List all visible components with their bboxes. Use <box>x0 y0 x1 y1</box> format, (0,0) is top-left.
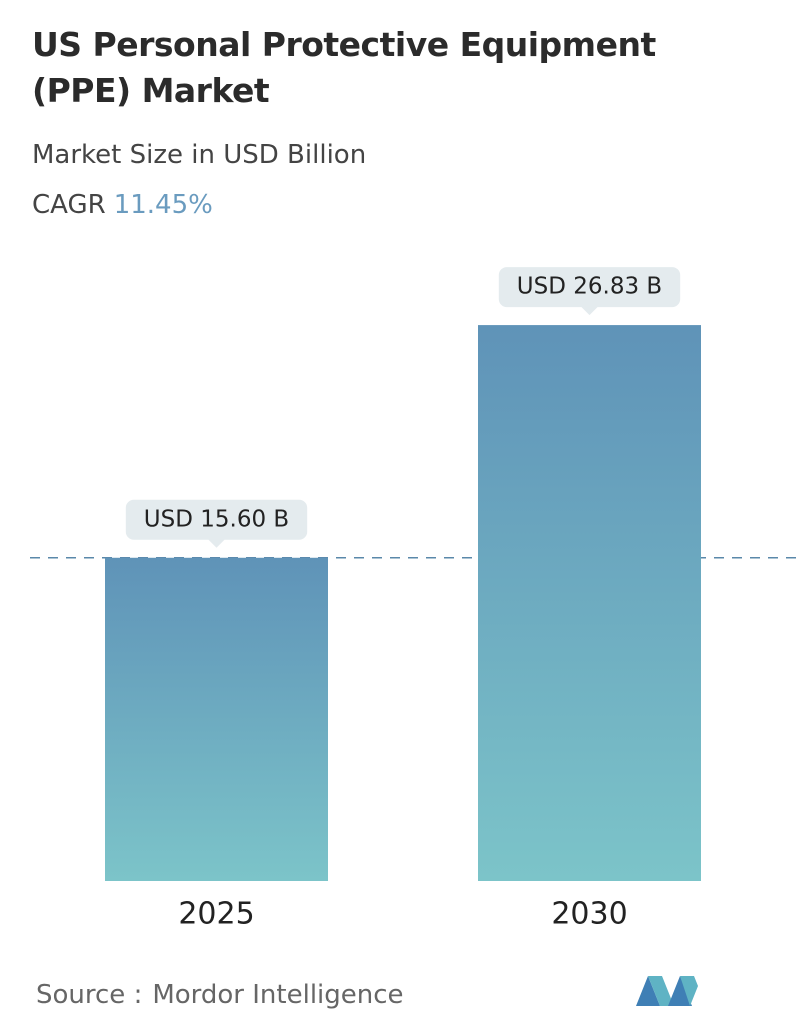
bar <box>478 325 701 881</box>
cagr: CAGR 11.45% <box>32 190 213 220</box>
value-label-bubble <box>498 267 681 316</box>
x-tick-label: 2025 <box>178 897 254 932</box>
cagr-value: 11.45% <box>113 190 213 220</box>
value-label-bubble <box>125 499 308 548</box>
value-label: USD 26.83 B <box>498 267 681 316</box>
source: Source : Mordor Intelligence <box>36 980 404 1010</box>
value-label: USD 15.60 B <box>125 499 308 548</box>
source-label: Source : <box>36 980 143 1010</box>
chart-subtitle: Market Size in USD Billion <box>32 140 367 170</box>
x-tick-label: 2030 <box>551 897 627 932</box>
value-label-text: USD 26.83 B <box>517 274 662 300</box>
source-name: Mordor Intelligence <box>152 980 404 1010</box>
chart-title: US Personal Protective Equipment (PPE) M… <box>32 25 656 111</box>
value-label-text: USD 15.60 B <box>144 506 289 532</box>
cagr-label: CAGR <box>32 190 106 220</box>
bar <box>105 557 328 881</box>
logo <box>636 976 698 1006</box>
